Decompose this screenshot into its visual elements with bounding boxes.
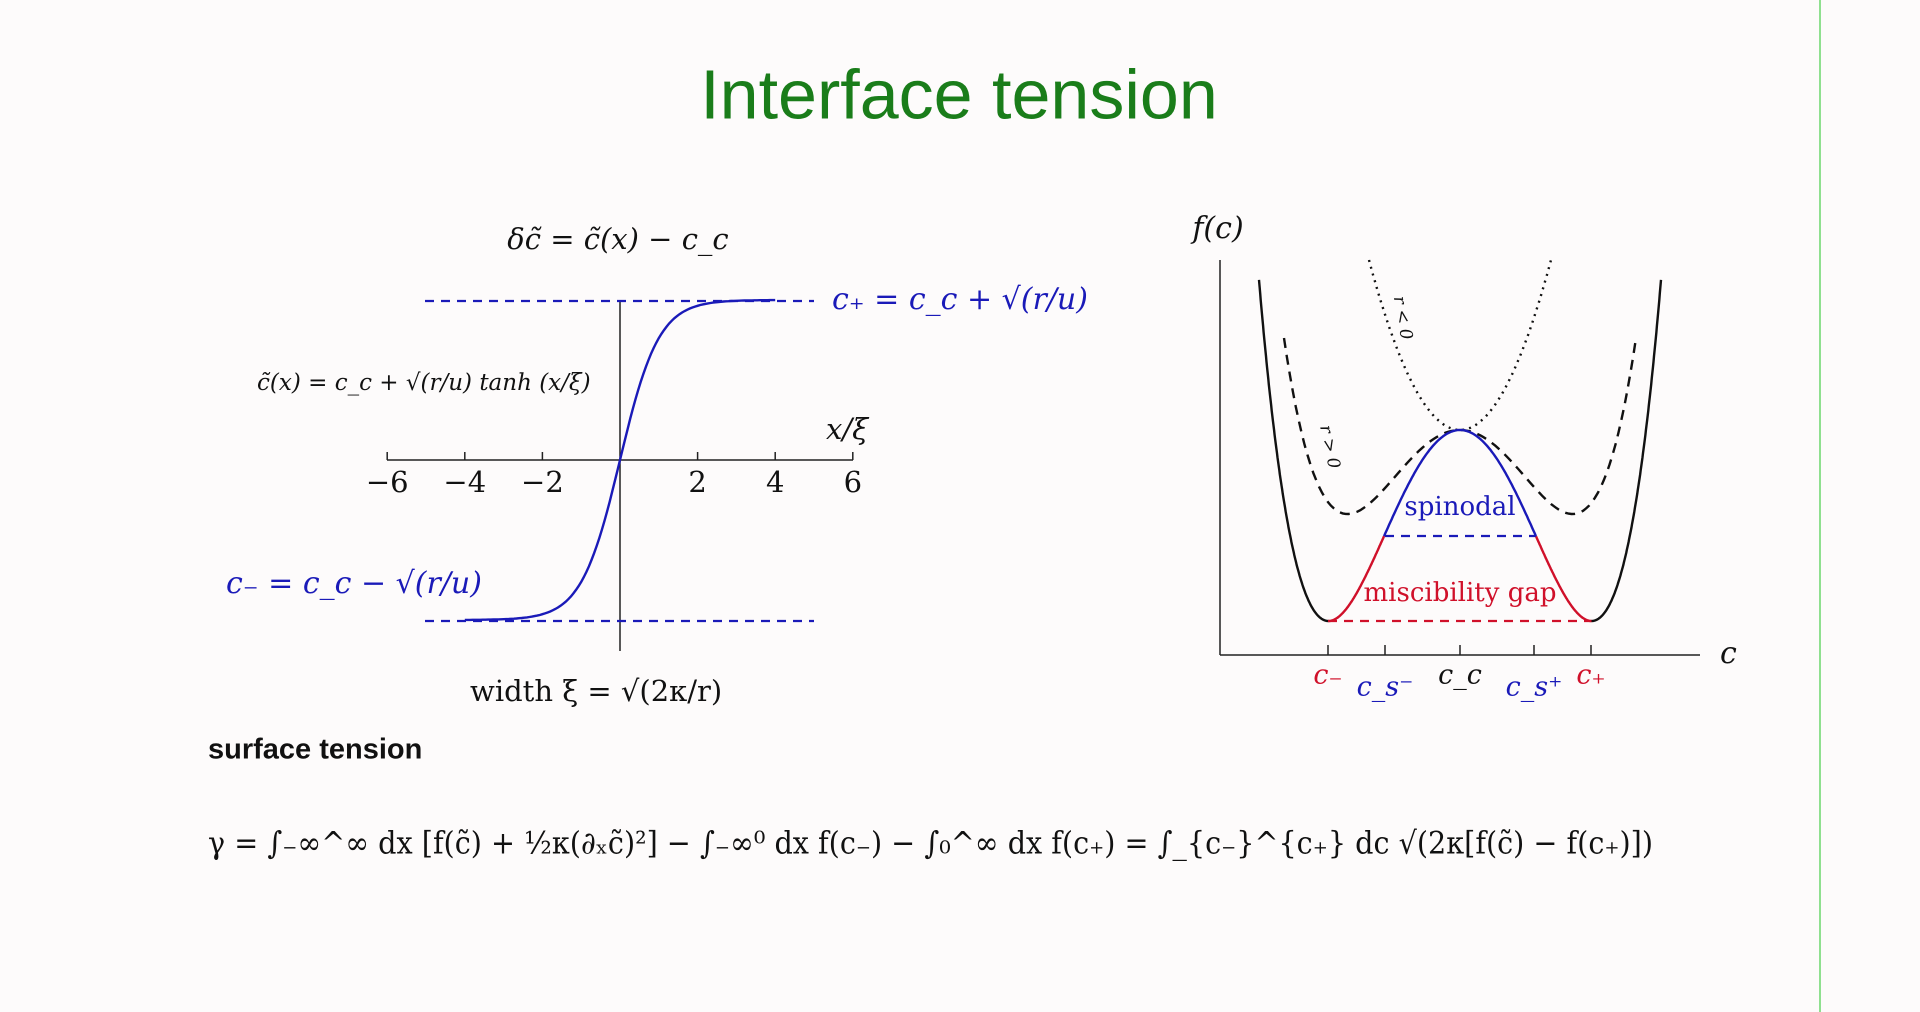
x-tick-label: 2: [688, 465, 706, 499]
region-label: spinodal: [1404, 492, 1515, 522]
right-plot: c₋ c_s⁻ c_c c_s⁺ c₊ f(c) c r < 0 r > 0 spino…: [1190, 211, 1737, 703]
metastable-curve: [1328, 535, 1386, 623]
region-label: miscibility gap: [1364, 578, 1557, 608]
x-tick-label: c₋: [1313, 660, 1342, 691]
x-tick-label: 4: [766, 465, 784, 499]
free-energy-curve: [1591, 279, 1663, 623]
curve-r-positive: [1282, 337, 1638, 516]
left-plot: −6 −4 −2 2 4 6 δc̃ = c̃(x) − c_c c₊ = c_c + √…: [226, 222, 1088, 708]
x-tick-label: 6: [844, 465, 862, 499]
section-heading: surface tension: [208, 734, 422, 766]
x-label: c: [1720, 636, 1737, 671]
slide-title: Interface tension: [700, 55, 1218, 133]
free-energy-curve: [1257, 279, 1329, 623]
unstable-curve: [1382, 428, 1538, 537]
x-tick-label: −2: [521, 465, 564, 499]
x-tick-label: c_s⁺: [1506, 672, 1563, 703]
width-label: width ξ = √(2κ/r): [470, 674, 722, 708]
x-tick-label: −6: [366, 465, 409, 499]
x-tick-label: c_c: [1438, 660, 1482, 691]
equation: γ = ∫₋∞^∞ dx [f(c̃) + ½κ(∂ₓc̃)²] − ∫₋∞⁰ …: [208, 826, 1653, 862]
x-label: x/ξ: [826, 412, 870, 446]
lower-label: c₋ = c_c − √(r/u): [226, 566, 482, 601]
upper-label: c₊ = c_c + √(r/u): [832, 282, 1088, 317]
profile-curve: [464, 298, 776, 622]
curve-r-negative: [1367, 259, 1553, 432]
y-label: δc̃ = c̃(x) − c_c: [507, 222, 728, 257]
metastable-curve: [1534, 535, 1592, 623]
x-tick-label: c_s⁻: [1357, 672, 1414, 703]
y-label: f(c): [1190, 211, 1243, 246]
profile-label: c̃(x) = c_c + √(r/u) tanh (x/ξ): [257, 370, 591, 396]
x-tick-label: c₊: [1576, 660, 1605, 691]
x-tick-label: −4: [443, 465, 486, 499]
